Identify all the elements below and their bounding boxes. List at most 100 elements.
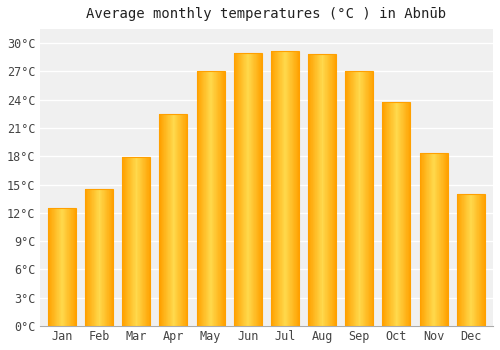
Bar	[254, 52, 255, 326]
Bar	[62, 208, 63, 326]
Bar	[250, 52, 251, 326]
Bar	[122, 157, 150, 326]
Bar	[238, 52, 239, 326]
Bar	[256, 52, 257, 326]
Bar	[420, 153, 448, 326]
Bar	[170, 114, 171, 326]
Bar	[200, 71, 201, 326]
Bar	[315, 55, 316, 326]
Bar	[291, 51, 292, 326]
Bar	[407, 102, 408, 326]
Bar	[318, 55, 320, 326]
Bar	[434, 153, 436, 326]
Bar	[444, 153, 446, 326]
Bar	[480, 194, 481, 326]
Bar	[165, 114, 166, 326]
Bar	[349, 71, 350, 326]
Bar	[56, 208, 57, 326]
Bar	[400, 102, 401, 326]
Bar	[436, 153, 437, 326]
Bar	[350, 71, 351, 326]
Bar	[174, 114, 175, 326]
Bar	[246, 52, 247, 326]
Bar	[440, 153, 441, 326]
Bar	[285, 51, 286, 326]
Bar	[160, 114, 188, 326]
Bar	[59, 208, 60, 326]
Bar	[335, 55, 336, 326]
Bar	[422, 153, 423, 326]
Bar	[242, 52, 244, 326]
Bar	[105, 189, 106, 326]
Bar	[331, 55, 332, 326]
Bar	[207, 71, 208, 326]
Bar	[135, 157, 136, 326]
Bar	[475, 194, 476, 326]
Bar	[387, 102, 388, 326]
Bar	[133, 157, 134, 326]
Bar	[320, 55, 321, 326]
Bar	[166, 114, 168, 326]
Bar	[101, 189, 102, 326]
Bar	[169, 114, 170, 326]
Bar	[202, 71, 203, 326]
Bar	[351, 71, 352, 326]
Bar	[460, 194, 462, 326]
Bar	[109, 189, 110, 326]
Bar	[63, 208, 64, 326]
Bar	[292, 51, 294, 326]
Bar	[471, 194, 472, 326]
Bar	[470, 194, 471, 326]
Bar	[175, 114, 176, 326]
Bar	[388, 102, 389, 326]
Bar	[393, 102, 394, 326]
Bar	[196, 71, 224, 326]
Bar	[384, 102, 386, 326]
Bar	[297, 51, 298, 326]
Bar	[85, 189, 86, 326]
Bar	[146, 157, 147, 326]
Bar	[104, 189, 105, 326]
Bar	[287, 51, 288, 326]
Bar	[144, 157, 145, 326]
Bar	[67, 208, 68, 326]
Bar	[321, 55, 322, 326]
Bar	[259, 52, 260, 326]
Bar	[390, 102, 391, 326]
Bar	[398, 102, 399, 326]
Bar	[208, 71, 209, 326]
Bar	[328, 55, 329, 326]
Bar	[180, 114, 181, 326]
Bar	[399, 102, 400, 326]
Bar	[481, 194, 482, 326]
Bar	[371, 71, 372, 326]
Bar	[272, 51, 273, 326]
Bar	[352, 71, 353, 326]
Bar	[408, 102, 409, 326]
Bar	[472, 194, 473, 326]
Bar	[348, 71, 349, 326]
Bar	[143, 157, 144, 326]
Bar	[447, 153, 448, 326]
Bar	[142, 157, 143, 326]
Bar	[355, 71, 356, 326]
Bar	[51, 208, 52, 326]
Bar	[394, 102, 396, 326]
Bar	[173, 114, 174, 326]
Bar	[176, 114, 177, 326]
Bar	[365, 71, 366, 326]
Bar	[457, 194, 458, 326]
Bar	[52, 208, 53, 326]
Bar	[221, 71, 222, 326]
Bar	[198, 71, 199, 326]
Bar	[432, 153, 433, 326]
Bar	[429, 153, 430, 326]
Bar	[382, 102, 410, 326]
Bar	[354, 71, 355, 326]
Bar	[324, 55, 325, 326]
Bar	[222, 71, 223, 326]
Bar	[364, 71, 365, 326]
Bar	[106, 189, 107, 326]
Bar	[162, 114, 163, 326]
Bar	[255, 52, 256, 326]
